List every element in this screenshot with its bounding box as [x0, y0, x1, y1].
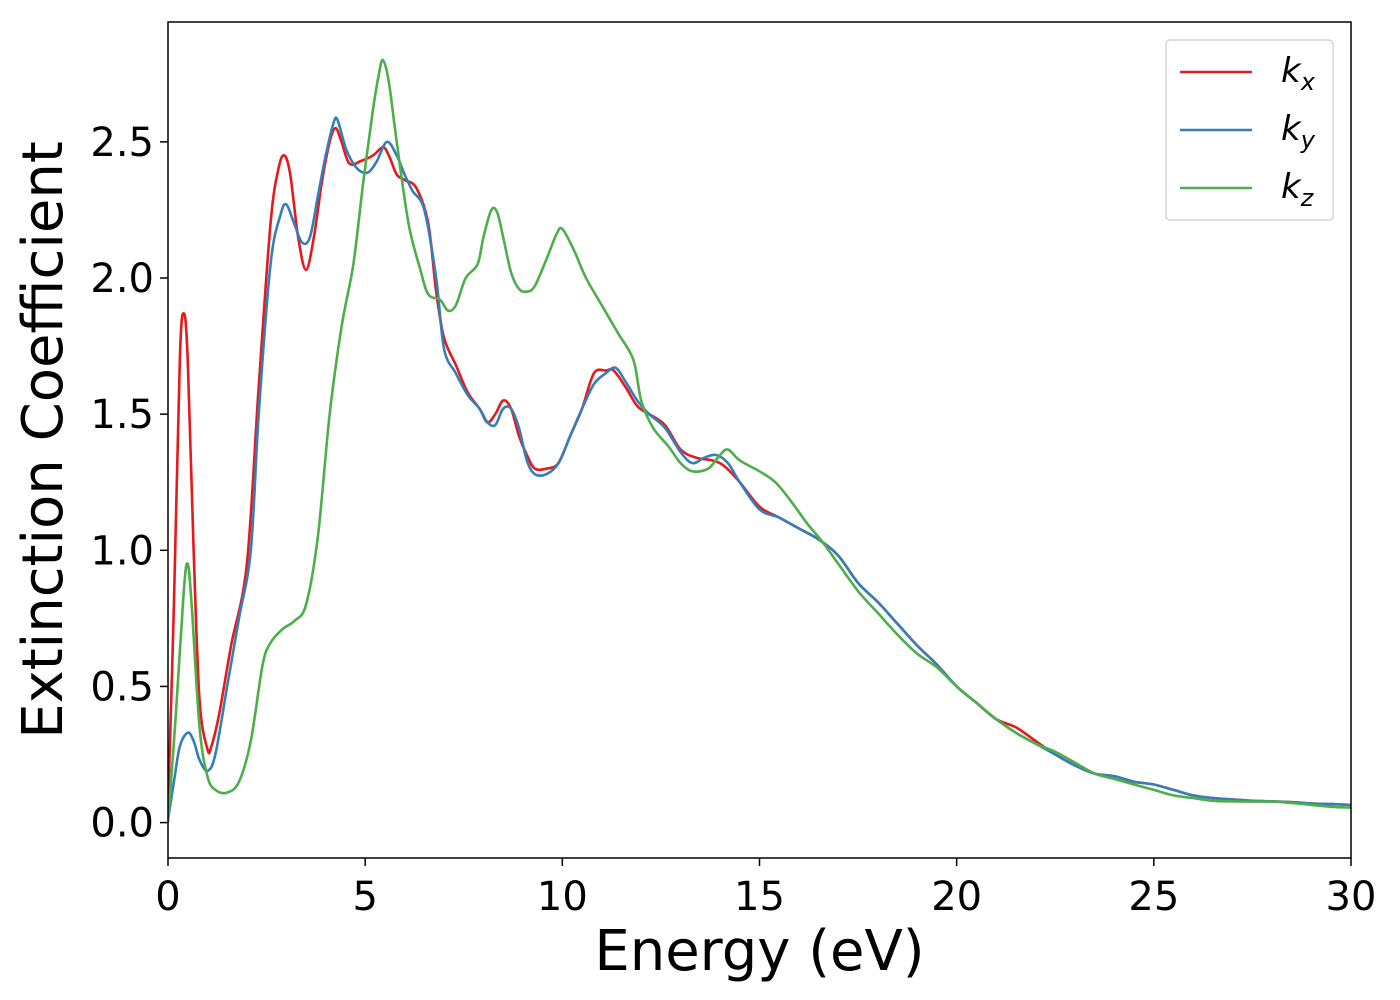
x-tick-label: 30	[1326, 874, 1377, 920]
y-tick-label: 2.0	[90, 256, 154, 302]
x-tick-label: 5	[352, 874, 377, 920]
x-axis-label: Energy (eV)	[594, 919, 924, 984]
x-tick-label: 10	[537, 874, 588, 920]
y-axis: 0.0 0.5 1.0 1.5 2.0 2.5	[90, 120, 168, 847]
x-tick-label: 20	[931, 874, 982, 920]
y-tick-label: 0.0	[90, 801, 154, 847]
y-tick-label: 2.5	[90, 120, 154, 166]
x-tick-label: 15	[734, 874, 785, 920]
y-axis-label: Extinction Coefficient	[11, 141, 76, 739]
series-line-kz	[168, 58, 1351, 823]
legend-label-kx: kx	[1281, 51, 1316, 96]
series-lines	[168, 58, 1351, 823]
series-line-ky	[168, 116, 1351, 821]
y-tick-label: 0.5	[90, 664, 154, 710]
legend: kx ky kz	[1165, 39, 1334, 221]
y-tick-label: 1.0	[90, 528, 154, 574]
x-tick-label: 25	[1128, 874, 1179, 920]
y-tick-label: 1.5	[90, 392, 154, 438]
series-line-kx	[168, 126, 1351, 810]
legend-label-kz: kz	[1281, 167, 1315, 212]
x-tick-label: 0	[155, 874, 180, 920]
legend-label-ky: ky	[1281, 109, 1316, 154]
x-axis: 0 5 10 15 20 25 30	[155, 858, 1376, 920]
